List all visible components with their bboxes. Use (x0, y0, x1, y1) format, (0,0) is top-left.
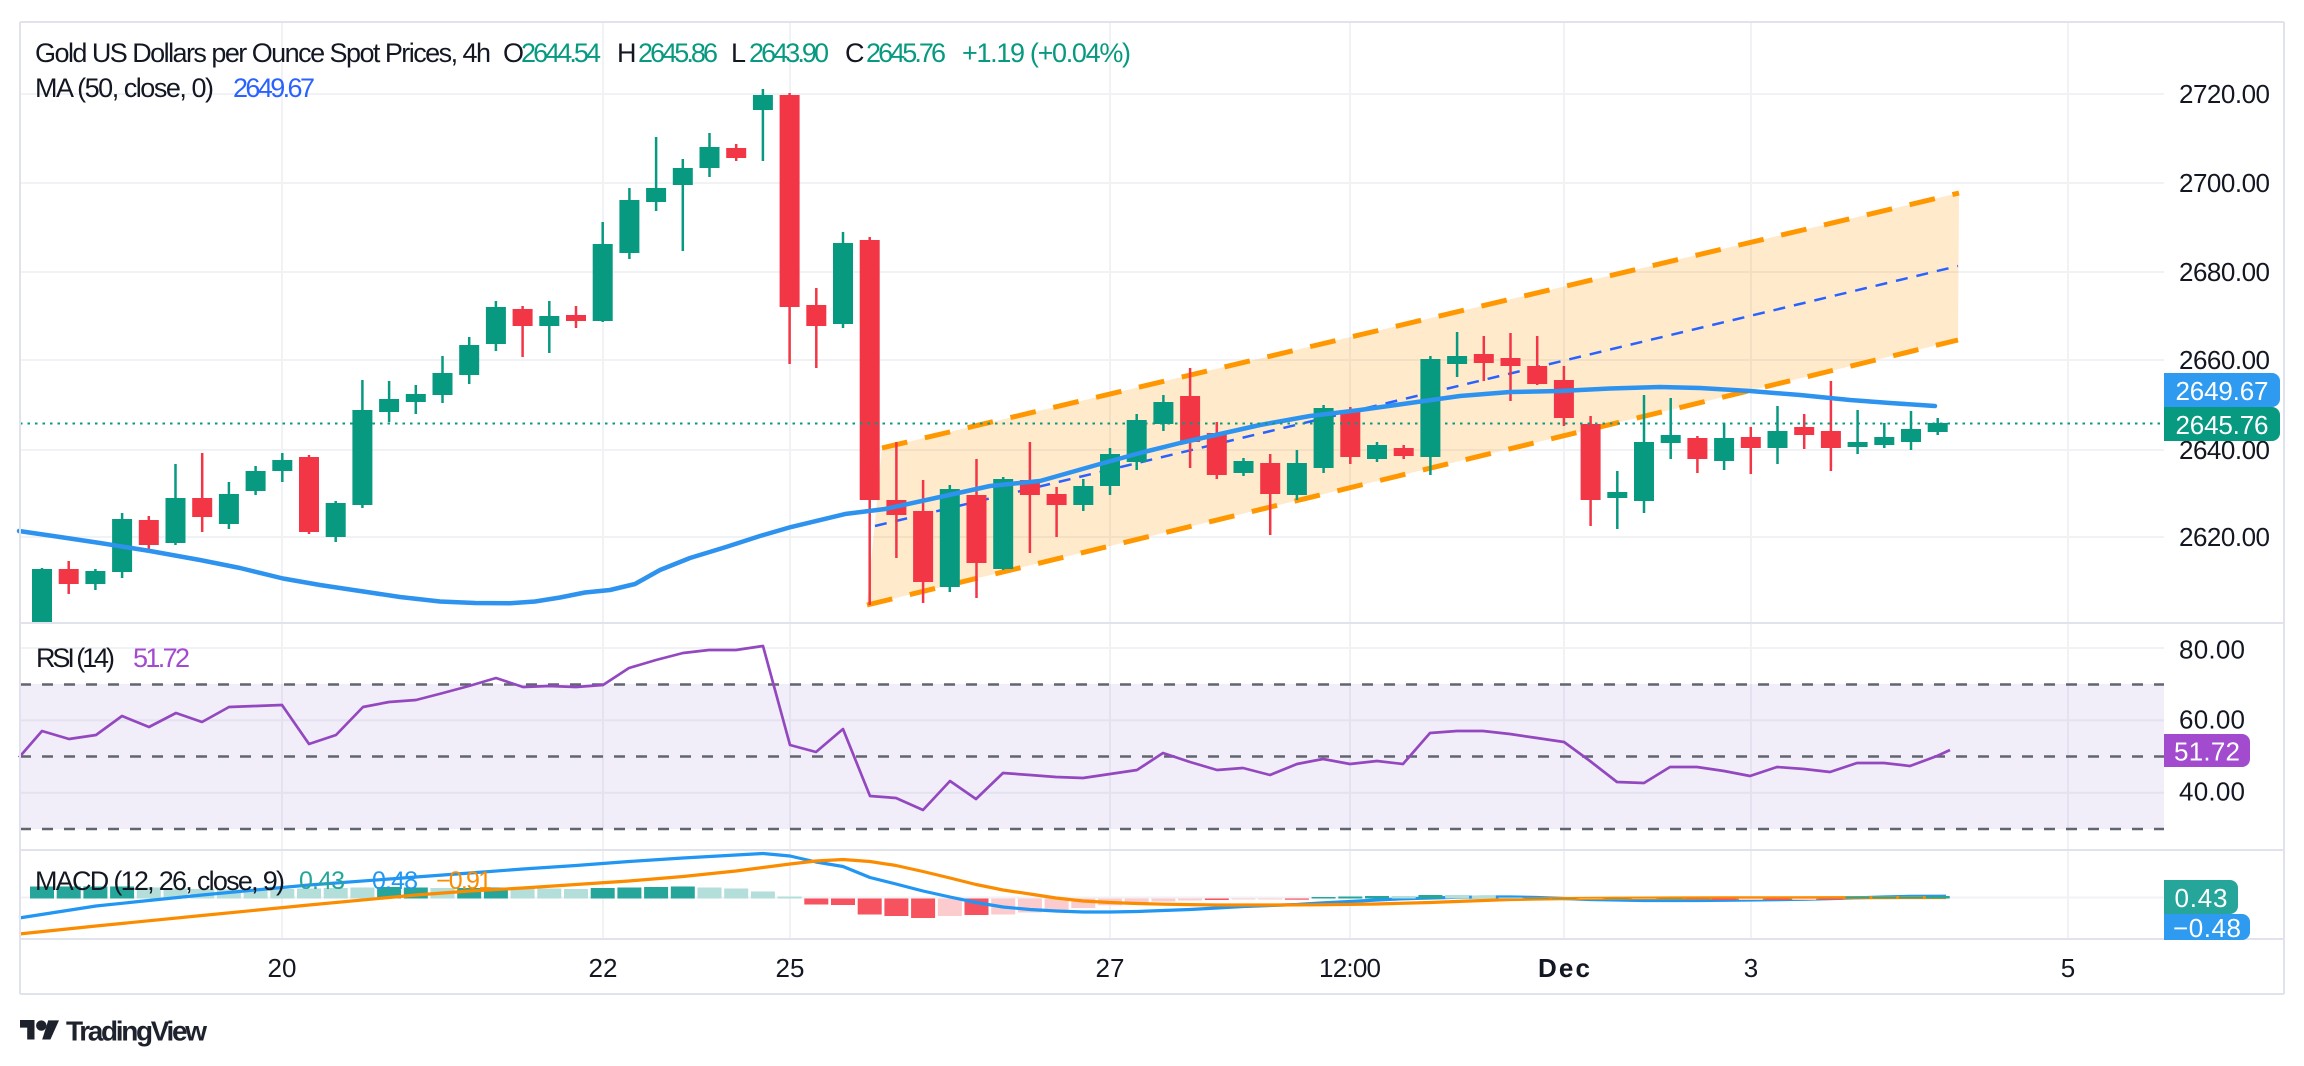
svg-text:TradingView: TradingView (66, 1016, 207, 1047)
svg-text:2645.76: 2645.76 (866, 38, 946, 68)
svg-text:MACD (12, 26, close, 9): MACD (12, 26, close, 9) (35, 866, 285, 896)
svg-text:2645.86: 2645.86 (638, 38, 718, 68)
svg-text:2644.54: 2644.54 (521, 38, 601, 68)
svg-text:−0.91: −0.91 (436, 867, 492, 895)
svg-text:2645.76: 2645.76 (2176, 410, 2269, 440)
svg-text:60.00: 60.00 (2179, 705, 2245, 735)
svg-text:0.43: 0.43 (2175, 883, 2228, 913)
svg-text:22: 22 (589, 953, 618, 983)
svg-text:L: L (731, 38, 746, 68)
svg-text:2700.00: 2700.00 (2179, 168, 2270, 198)
svg-text:2660.00: 2660.00 (2179, 345, 2270, 375)
svg-text:O: O (503, 38, 524, 68)
svg-text:3: 3 (1744, 953, 1758, 983)
svg-text:40.00: 40.00 (2179, 777, 2245, 807)
svg-text:2643.90: 2643.90 (749, 38, 829, 68)
svg-text:Dec: Dec (1538, 953, 1590, 983)
svg-text:20: 20 (268, 953, 297, 983)
svg-text:5: 5 (2061, 953, 2075, 983)
svg-text:25: 25 (776, 953, 805, 983)
svg-text:2620.00: 2620.00 (2179, 522, 2270, 552)
svg-text:2720.00: 2720.00 (2179, 79, 2270, 109)
svg-text:RSI (14): RSI (14) (36, 643, 115, 673)
svg-text:0.48: 0.48 (372, 867, 418, 895)
svg-text:12:00: 12:00 (1319, 953, 1381, 983)
svg-text:+1.19 (+0.04%): +1.19 (+0.04%) (962, 38, 1131, 68)
svg-text:51.72: 51.72 (133, 643, 190, 673)
svg-text:MA (50, close, 0): MA (50, close, 0) (35, 73, 214, 103)
svg-text:2649.67: 2649.67 (233, 73, 315, 103)
svg-text:80.00: 80.00 (2179, 635, 2245, 665)
svg-text:2680.00: 2680.00 (2179, 257, 2270, 287)
svg-text:H: H (617, 38, 637, 68)
svg-text:C: C (845, 38, 865, 68)
svg-text:0.43: 0.43 (299, 867, 345, 895)
svg-text:Gold US Dollars per Ounce Spot: Gold US Dollars per Ounce Spot Prices, 4… (35, 38, 491, 68)
svg-text:−0.48: −0.48 (2173, 913, 2241, 943)
svg-text:51.72: 51.72 (2174, 737, 2240, 767)
svg-text:27: 27 (1096, 953, 1125, 983)
svg-text:2649.67: 2649.67 (2176, 376, 2269, 406)
